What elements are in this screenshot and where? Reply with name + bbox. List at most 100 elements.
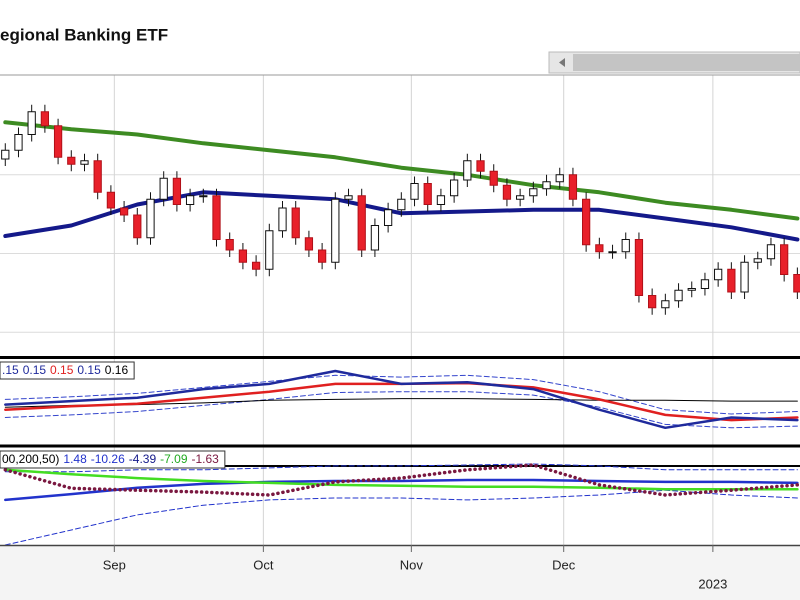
indicator-panel: 00,200,50) 1.48 -10.26 -4.39 -7.09 -1.63: [0, 450, 800, 545]
price-panel: [1, 104, 800, 315]
candle-body: [14, 134, 23, 151]
candle-body: [119, 207, 129, 216]
candle-body: [251, 261, 261, 270]
candle-body: [357, 195, 366, 251]
candle-body: [687, 288, 696, 291]
legend-box: [0, 361, 135, 380]
candle-body: [476, 160, 485, 172]
candle-body: [516, 195, 525, 200]
candle-body: [608, 251, 617, 254]
legend-entry: 1.48: [63, 452, 87, 466]
legend-entry: -10.26: [91, 452, 125, 466]
candle-body: [40, 111, 50, 127]
candle-body: [133, 214, 142, 239]
candle-body: [80, 160, 89, 165]
series-line: [4, 369, 799, 430]
candle-body: [648, 295, 657, 309]
candle-body: [93, 160, 102, 193]
series-line: [4, 463, 798, 473]
candle-body: [199, 195, 208, 198]
candle-body: [291, 207, 300, 239]
year-label: 2023: [698, 576, 727, 591]
candle-body: [53, 125, 63, 158]
candle-body: [463, 160, 472, 181]
candle-body: [436, 195, 446, 205]
candle-body: [172, 177, 182, 205]
candle-body: [753, 258, 762, 263]
candle-body: [410, 183, 419, 200]
indicator-panel: .15 0.15 0.15 0.15 0.16: [0, 361, 799, 430]
x-axis-area: [0, 545, 800, 600]
candle-body: [661, 300, 670, 309]
candle-body: [317, 249, 327, 263]
x-tick-label: Oct: [253, 557, 274, 572]
chart-title: egional Banking ETF: [0, 25, 168, 44]
candle-body: [780, 244, 789, 275]
candle-body: [727, 268, 736, 293]
x-tick-label: Nov: [400, 557, 424, 572]
x-tick-label: Dec: [552, 557, 576, 572]
scroll-left-arrow[interactable]: [559, 58, 565, 67]
candle-body: [225, 239, 234, 251]
candle-body: [700, 279, 710, 289]
candle-body: [621, 239, 630, 253]
legend-entry: 0.16: [105, 363, 129, 377]
candle-body: [449, 179, 459, 197]
series-line: [4, 468, 799, 491]
legend-box: [0, 450, 226, 469]
legend-entry: 0.15: [77, 363, 101, 377]
candle-body: [529, 188, 538, 197]
legend-entry: 00,200,50): [2, 452, 59, 466]
candle-body: [595, 244, 604, 253]
plot-area: .15 0.15 0.15 0.15 0.16: [0, 361, 799, 430]
candle-body: [740, 261, 749, 293]
candle-body: [674, 289, 683, 302]
candle-body: [265, 230, 274, 270]
candle-body: [331, 198, 340, 263]
scrollbar-thumb[interactable]: [573, 54, 800, 71]
candle-body: [714, 268, 723, 281]
plot-area: 00,200,50) 1.48 -10.26 -4.39 -7.09 -1.63: [0, 450, 800, 545]
scrollbar[interactable]: [548, 51, 800, 74]
candle-body: [304, 237, 314, 251]
candle-body: [397, 198, 406, 211]
candle-body: [489, 170, 498, 186]
candle-body: [27, 111, 36, 135]
candle-body: [159, 177, 168, 200]
series-line: [4, 391, 798, 429]
x-tick-label: Sep: [103, 557, 126, 572]
candle-body: [146, 198, 155, 239]
legend-entry: .15: [2, 363, 19, 377]
candle-body: [502, 184, 512, 200]
candle-body: [238, 249, 248, 263]
candle-body: [555, 174, 564, 183]
plot-area: [1, 104, 800, 315]
candle-body: [568, 174, 578, 200]
candle-body: [383, 209, 393, 226]
candle-body: [67, 156, 76, 165]
series-line: [3, 463, 800, 497]
candle-body: [542, 181, 551, 190]
legend-entry: 0.15: [50, 363, 74, 377]
candle-body: [344, 195, 353, 200]
series-line: [4, 374, 798, 415]
candle-body: [370, 225, 380, 251]
candle-body: [634, 239, 644, 296]
candle-body: [793, 274, 800, 293]
legend-entry: -7.09: [160, 452, 188, 466]
series-line: [4, 478, 799, 502]
candle-body: [278, 207, 287, 232]
legend-entry: -4.39: [129, 452, 157, 466]
candle-body: [212, 195, 221, 240]
candle-body: [582, 198, 591, 246]
candle-body: [106, 191, 116, 209]
candle-body: [766, 244, 776, 260]
candle-body: [423, 183, 432, 205]
candle-body: [185, 195, 195, 205]
candle-body: [1, 149, 10, 160]
legend-entry: -1.63: [192, 452, 220, 466]
legend-entry: 0.15: [23, 363, 47, 377]
series-line: [3, 120, 800, 221]
